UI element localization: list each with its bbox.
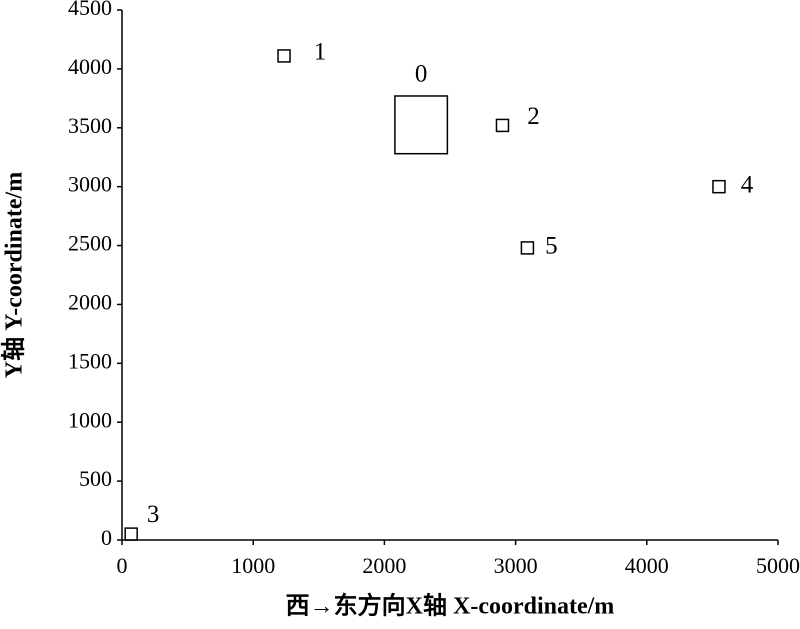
y-tick-label: 500 <box>79 466 112 491</box>
y-tick-label: 1500 <box>68 348 112 373</box>
x-tick-label: 0 <box>117 553 128 578</box>
point-label: 1 <box>314 39 327 66</box>
y-tick-label: 3500 <box>68 113 112 138</box>
point <box>124 527 138 541</box>
point-label: 2 <box>527 103 540 130</box>
x-tick-label: 2000 <box>362 553 406 578</box>
y-tick-label: 1000 <box>68 407 112 432</box>
y-axis-label: Y轴 Y-coordinate/m <box>0 172 28 378</box>
x-axis-label: 西→东方向X轴 X-coordinate/m <box>286 592 615 620</box>
point <box>520 241 535 255</box>
point-label: 4 <box>741 171 754 198</box>
y-tick-label: 2000 <box>68 289 112 314</box>
point <box>277 49 291 63</box>
x-tick-label: 1000 <box>231 553 275 578</box>
point-label: 0 <box>415 61 428 88</box>
x-tick-label: 3000 <box>494 553 538 578</box>
point-label: 5 <box>545 233 558 260</box>
y-tick-label: 4000 <box>68 54 112 79</box>
point <box>712 179 726 194</box>
point-label: 3 <box>147 501 160 528</box>
y-tick-label: 4500 <box>68 0 112 20</box>
source-area <box>394 95 449 155</box>
y-tick-label: 2500 <box>68 231 112 256</box>
x-tick-label: 4000 <box>625 553 669 578</box>
y-tick-label: 0 <box>101 525 112 550</box>
y-tick-label: 3000 <box>68 172 112 197</box>
x-tick-label: 5000 <box>756 553 800 578</box>
point <box>495 118 510 133</box>
